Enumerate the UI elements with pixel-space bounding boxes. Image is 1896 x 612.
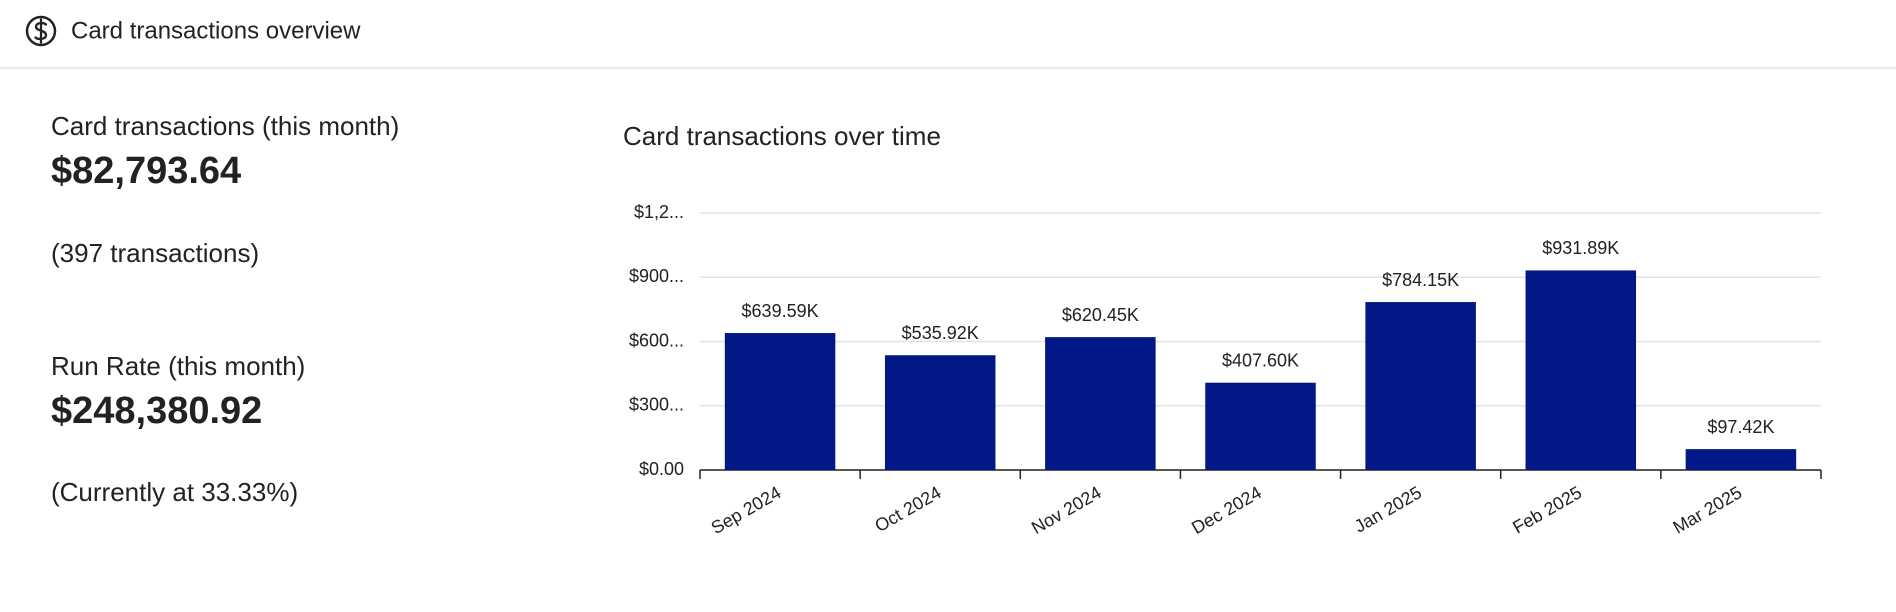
y-tick-label: $0.00: [639, 459, 684, 479]
x-tick-label: Nov 2024: [1028, 482, 1105, 538]
bar: [1365, 302, 1476, 470]
data-label: $931.89K: [1542, 238, 1619, 258]
stats: Card transactions (this month) $82,793.6…: [51, 111, 399, 507]
bar: [1045, 337, 1156, 470]
x-tick-label: Dec 2024: [1188, 482, 1265, 538]
y-tick-label: $900...: [629, 266, 684, 286]
y-tick-label: $1,2...: [634, 202, 684, 222]
bar: [1205, 382, 1316, 470]
bar: [724, 333, 836, 470]
stat-label: Run Rate (this month): [51, 351, 305, 381]
x-tick-label: Jan 2025: [1351, 482, 1425, 536]
data-label: $620.45K: [1062, 305, 1139, 325]
stat-value: $82,793.64: [51, 150, 241, 192]
y-tick-label: $600...: [629, 330, 684, 350]
stat-note: (Currently at 33.33%): [51, 477, 298, 507]
data-label: $97.42K: [1707, 417, 1774, 437]
stat-value: $248,380.92: [51, 390, 262, 432]
stat-note: (397 transactions): [51, 238, 259, 268]
dollar-icon: [25, 15, 57, 47]
data-label: $407.60K: [1222, 350, 1299, 370]
x-tick-label: Mar 2025: [1669, 482, 1745, 537]
header: Card transactions overview: [0, 15, 1896, 69]
x-tick-label: Oct 2024: [871, 482, 944, 536]
bar: [1525, 270, 1637, 470]
data-label: $784.15K: [1382, 270, 1459, 290]
x-tick-label: Sep 2024: [708, 482, 785, 538]
stat-label: Card transactions (this month): [51, 111, 399, 141]
dollar-icon-glyph: [34, 18, 48, 44]
x-tick-label: Feb 2025: [1509, 482, 1585, 537]
header-title: Card transactions overview: [71, 17, 361, 44]
data-label: $639.59K: [742, 301, 819, 321]
chart-title: Card transactions over time: [623, 121, 941, 151]
bar: [884, 355, 996, 470]
y-tick-label: $300...: [629, 395, 684, 415]
bar: [1685, 449, 1797, 470]
data-label: $535.92K: [902, 323, 979, 343]
